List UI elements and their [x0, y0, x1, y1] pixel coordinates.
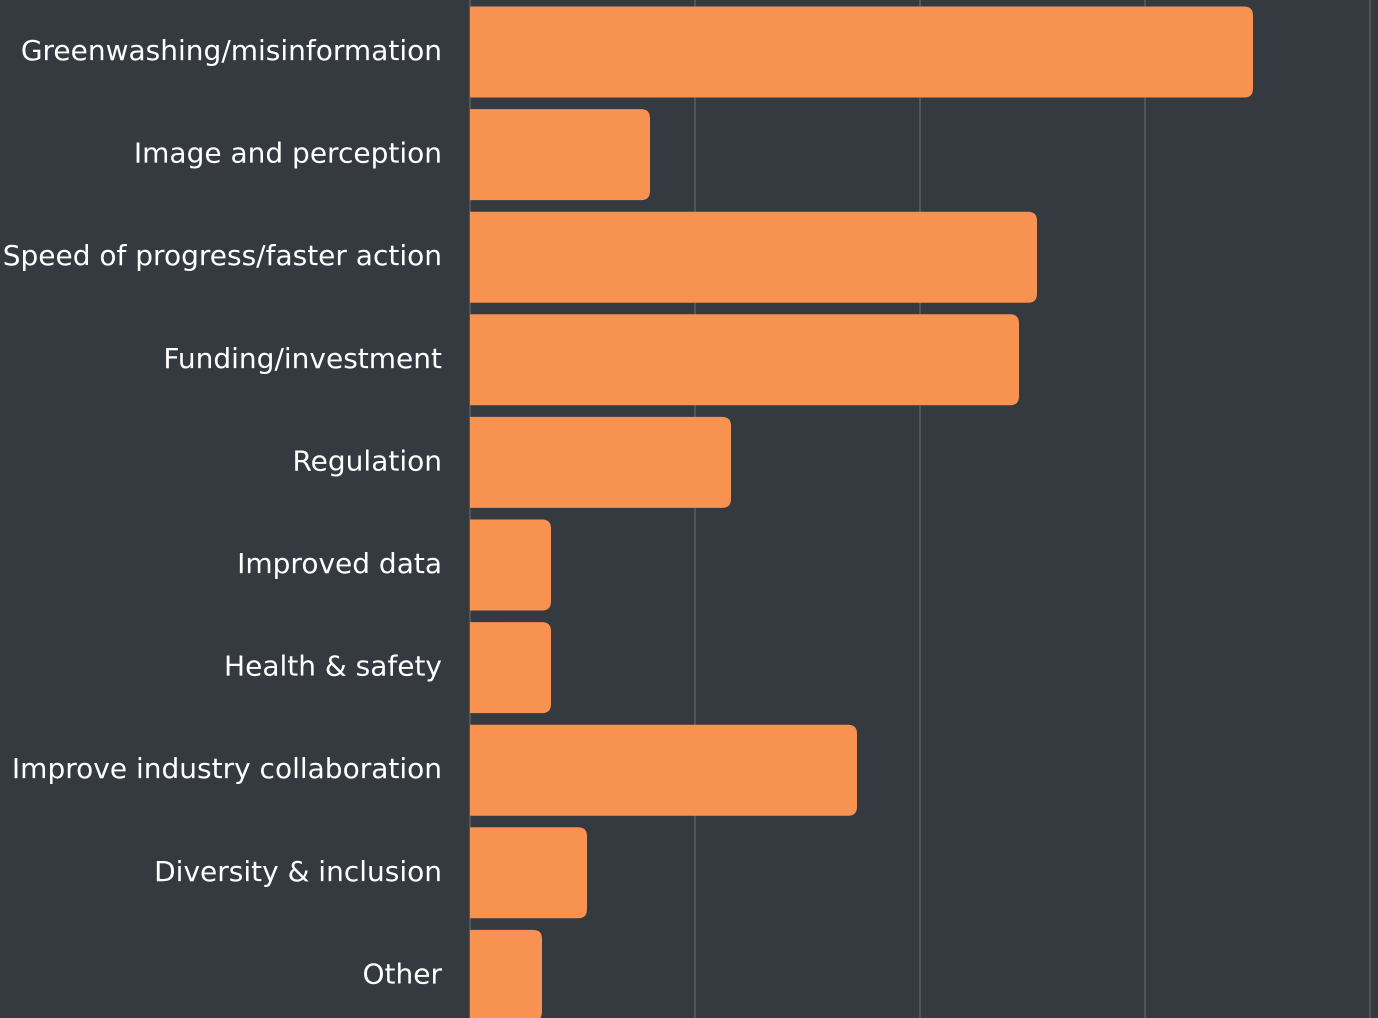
category-label: Improved data [237, 547, 442, 580]
category-label: Diversity & inclusion [154, 855, 442, 888]
bar [470, 416, 731, 508]
category-label: Image and perception [134, 137, 442, 170]
bar [470, 6, 1253, 98]
category-label: Regulation [292, 444, 442, 477]
bar [470, 211, 1037, 303]
category-label: Funding/investment [163, 342, 442, 375]
bar [470, 724, 857, 816]
category-label: Improve industry collaboration [12, 752, 442, 785]
bar [470, 929, 542, 1018]
category-label: Health & safety [224, 650, 442, 683]
bar [470, 622, 551, 714]
category-label: Other [362, 957, 442, 990]
bar [470, 827, 587, 919]
bar [470, 109, 650, 201]
bar [470, 519, 551, 611]
category-label: Greenwashing/misinformation [21, 34, 442, 67]
bar [470, 314, 1019, 406]
category-label: Speed of progress/faster action [3, 239, 442, 272]
